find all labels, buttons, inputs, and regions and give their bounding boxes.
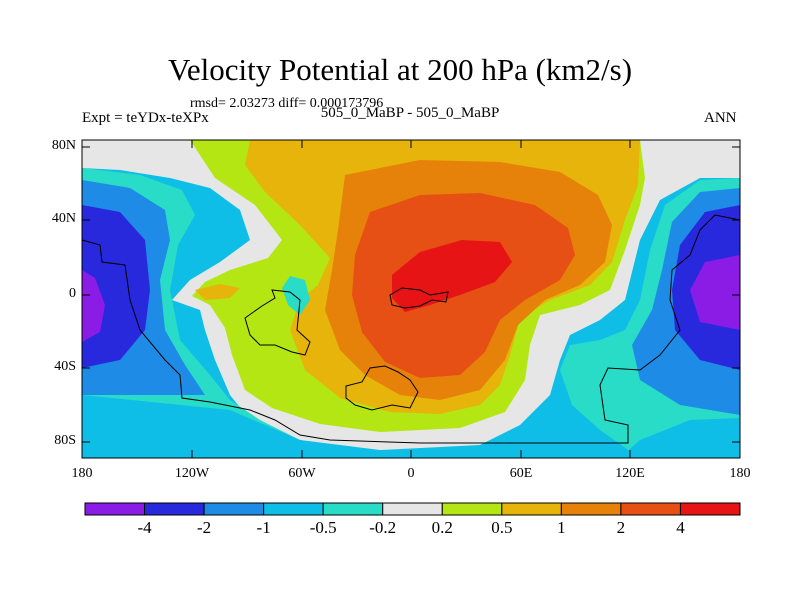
axis-ticks [82,140,740,458]
lat-tick-label: 80S [54,433,76,448]
lon-tick-label: 120W [174,466,210,481]
field-south-band [82,395,400,458]
lat-tick-label: 0 [69,286,76,301]
coast-south-america [244,289,311,356]
lat-tick-label: 80N [51,138,76,153]
case-label: 505_0_MaBP - 505_0_MaBP [320,105,500,121]
colorbar-label: 1 [557,518,566,537]
lon-tick-label: 180 [729,466,751,481]
lon-tick-label: 180 [71,466,93,481]
colorbar-swatch [382,502,443,516]
lat-tick-label: 40N [51,211,76,226]
colorbar-swatch [560,502,622,516]
colorbar-swatch [322,502,384,516]
field-level-4 [392,240,512,312]
colorbar-label: 4 [676,518,685,537]
page-title: Velocity Potential at 200 hPa (km2/s) [167,52,633,87]
colorbar-label: -4 [137,518,152,537]
colorbar-swatch [84,502,146,516]
colorbar [84,502,741,516]
coast-africa [389,287,449,309]
colorbar-label: -2 [196,518,212,537]
field-blob-west [195,284,240,300]
colorbar-swatch [263,502,324,516]
lon-tick-label: 0 [407,466,415,481]
rmsd-stats: rmsd= 2.03273 diff= 0.000173796 [190,96,384,111]
colorbar-swatch [679,502,741,516]
lat-tick-label: 40S [54,359,76,374]
coastlines [81,214,741,444]
field-neg-west-3 [82,270,105,342]
colorbar-swatch [620,502,681,516]
lon-tick-label: 60E [509,466,533,481]
colorbar-swatch [203,502,265,516]
season-label: ANN [704,110,737,126]
field-south-band-east [620,418,740,458]
colorbar-swatch [501,502,562,516]
colorbar-swatch [441,502,503,516]
colorbar-label: -1 [256,518,271,537]
lon-tick-label: 60W [288,466,316,481]
colorbar-label: 2 [616,518,626,537]
velocity-potential-field [82,140,740,458]
field-lobe-andes [282,276,310,315]
lon-tick-label: 120E [615,466,645,481]
colorbar-label: -0.5 [309,518,337,537]
coast-west [81,214,741,444]
colorbar-label: 0.5 [491,518,513,537]
coast-south-island [345,365,419,411]
field-neg-east-3 [690,255,740,330]
colorbar-label: 0.2 [431,518,453,537]
colorbar-label: -0.2 [369,518,397,537]
experiment-label: Expt = teYDx-teXPx [82,110,209,126]
colorbar-swatch [144,502,205,516]
